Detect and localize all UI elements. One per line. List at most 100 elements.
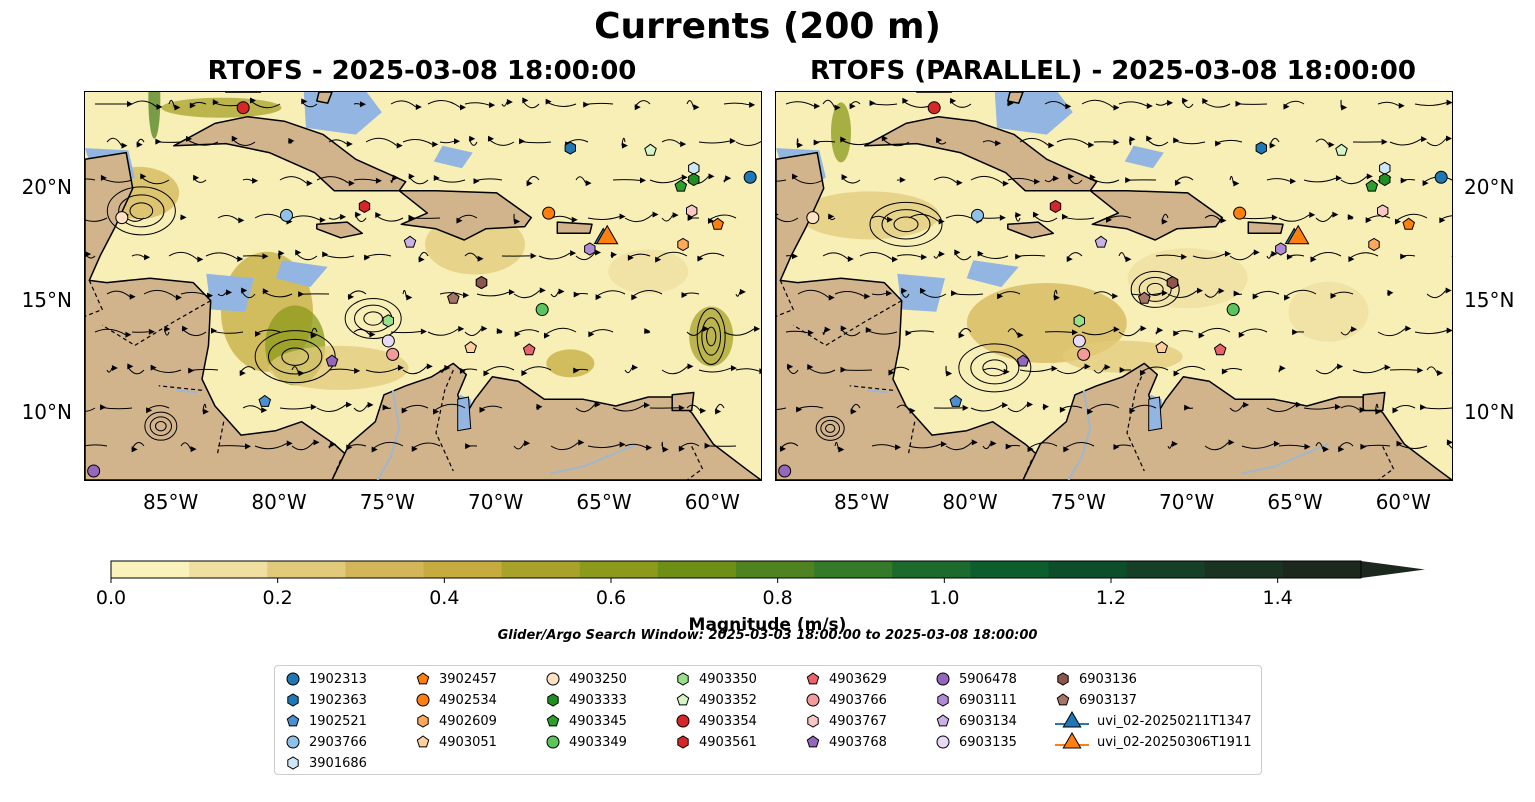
lat-tick-label: 10°N <box>1464 399 1515 424</box>
legend-item: 6903137 <box>1055 690 1137 710</box>
colorbar-ticks <box>110 578 1279 583</box>
legend-item: 4903333 <box>545 690 627 710</box>
legend-marker <box>936 714 950 727</box>
legend-item: 6903136 <box>1055 669 1137 689</box>
legend-marker <box>807 714 819 728</box>
colorbar-tick-label: 1.4 <box>1262 587 1293 609</box>
lon-tick-label: 65°W <box>1267 490 1323 514</box>
legend-item: 6903134 <box>935 711 1017 731</box>
legend-marker <box>286 672 300 686</box>
colorbar-tick-label: 1.0 <box>929 587 960 609</box>
colorbar-tick-label: 0.2 <box>262 587 293 609</box>
lon-tick-label: 75°W <box>1050 490 1106 514</box>
legend-label: 3901686 <box>309 755 367 771</box>
legend-item: 4903051 <box>415 732 497 752</box>
colorbar-tick-label: 0.8 <box>762 587 793 609</box>
search-window-text: Glider/Argo Search Window: 2025-03-03 18… <box>497 628 1038 643</box>
legend-item: 5906478 <box>935 669 1017 689</box>
legend-item: 6903111 <box>935 690 1017 710</box>
legend-item: 4903766 <box>805 690 887 710</box>
legend-label: 4902534 <box>439 692 497 708</box>
legend-marker <box>1056 693 1070 706</box>
legend-item: 3902457 <box>415 669 497 689</box>
legend-item: 6903135 <box>935 732 1017 752</box>
legend-item: 4903349 <box>545 732 627 752</box>
legend-item: 4903352 <box>675 690 757 710</box>
legend-label: 4903629 <box>829 671 887 687</box>
legend-item: 4903350 <box>675 669 757 689</box>
legend-marker <box>416 693 430 707</box>
legend-marker <box>286 735 300 749</box>
lat-tick-label: 15°N <box>1464 287 1515 312</box>
colorbar-tick-label: 1.2 <box>1095 587 1127 609</box>
legend-item: uvi_02-20250306T1911 <box>1055 732 1251 752</box>
legend-marker <box>1055 732 1089 749</box>
legend-label: uvi_02-20250306T1911 <box>1097 734 1252 750</box>
legend-marker <box>936 672 950 686</box>
lon-tick-label: 60°W <box>1375 490 1431 514</box>
lon-tick-label: 60°W <box>684 490 740 514</box>
legend-label: 4903250 <box>569 671 627 687</box>
legend-marker <box>1055 711 1089 728</box>
lon-tick-label: 70°W <box>1159 490 1215 514</box>
legend-marker <box>936 735 950 749</box>
legend-marker <box>416 672 430 685</box>
legend-item: 4903768 <box>805 732 887 752</box>
legend-label: 4903766 <box>829 692 887 708</box>
colorbar-tick-label: 0.4 <box>429 587 460 609</box>
lon-tick-label: 80°W <box>251 490 307 514</box>
legend-item: 3901686 <box>285 753 367 773</box>
legend-marker <box>546 714 560 727</box>
map-panel-rtofs-parallel[interactable] <box>775 91 1453 481</box>
panel-title-rtofs-parallel: RTOFS (PARALLEL) - 2025-03-08 18:00:00 <box>810 56 1416 86</box>
legend-marker <box>287 693 299 707</box>
legend-marker <box>547 693 559 707</box>
legend-marker <box>546 672 560 686</box>
legend-marker <box>546 735 560 749</box>
legend-label: 3902457 <box>439 671 497 687</box>
legend-label: 4903561 <box>699 734 757 750</box>
colorbar <box>110 560 1425 583</box>
figure-title: Currents (200 m) <box>594 6 941 47</box>
map-panel-rtofs[interactable] <box>84 91 762 481</box>
lon-tick-label: 65°W <box>576 490 632 514</box>
legend-marker <box>676 693 690 706</box>
map-canvas <box>85 92 761 480</box>
legend-item: 4903250 <box>545 669 627 689</box>
legend-label: 1902521 <box>309 713 367 729</box>
legend-item: 1902521 <box>285 711 367 731</box>
legend-item: 4903767 <box>805 711 887 731</box>
legend-label: 4903767 <box>829 713 887 729</box>
colorbar-blocks <box>110 560 1425 579</box>
legend-label: 4903350 <box>699 671 757 687</box>
legend-label: 5906478 <box>959 671 1017 687</box>
lat-tick-label: 10°N <box>21 399 72 424</box>
lat-tick-label: 15°N <box>21 287 72 312</box>
lon-tick-label: 85°W <box>143 490 199 514</box>
legend-marker <box>287 756 299 770</box>
legend-item: 2903766 <box>285 732 367 752</box>
legend-marker <box>937 693 949 707</box>
legend-label: 4903051 <box>439 734 497 750</box>
legend-marker <box>416 735 430 748</box>
legend-marker <box>806 735 820 748</box>
legend-label: uvi_02-20250211T1347 <box>1097 713 1252 729</box>
legend-item: 4902609 <box>415 711 497 731</box>
lat-tick-label: 20°N <box>1464 175 1515 200</box>
legend-label: 6903136 <box>1079 671 1137 687</box>
map-canvas <box>776 92 1452 480</box>
legend-label: 4903352 <box>699 692 757 708</box>
legend-marker <box>417 714 429 728</box>
legend-item: uvi_02-20250211T1347 <box>1055 711 1251 731</box>
legend: 1902313 1902363 1902521 2903766 3901686 39024… <box>274 665 1262 775</box>
legend-item: 4903354 <box>675 711 757 731</box>
legend-marker <box>677 672 689 686</box>
legend-label: 6903137 <box>1079 692 1137 708</box>
lon-tick-label: 70°W <box>468 490 524 514</box>
legend-label: 6903134 <box>959 713 1017 729</box>
legend-marker <box>806 693 820 707</box>
colorbar-label: Magnitude (m/s) <box>688 615 847 635</box>
legend-item: 4902534 <box>415 690 497 710</box>
legend-item: 4903629 <box>805 669 887 689</box>
legend-label: 1902363 <box>309 692 367 708</box>
